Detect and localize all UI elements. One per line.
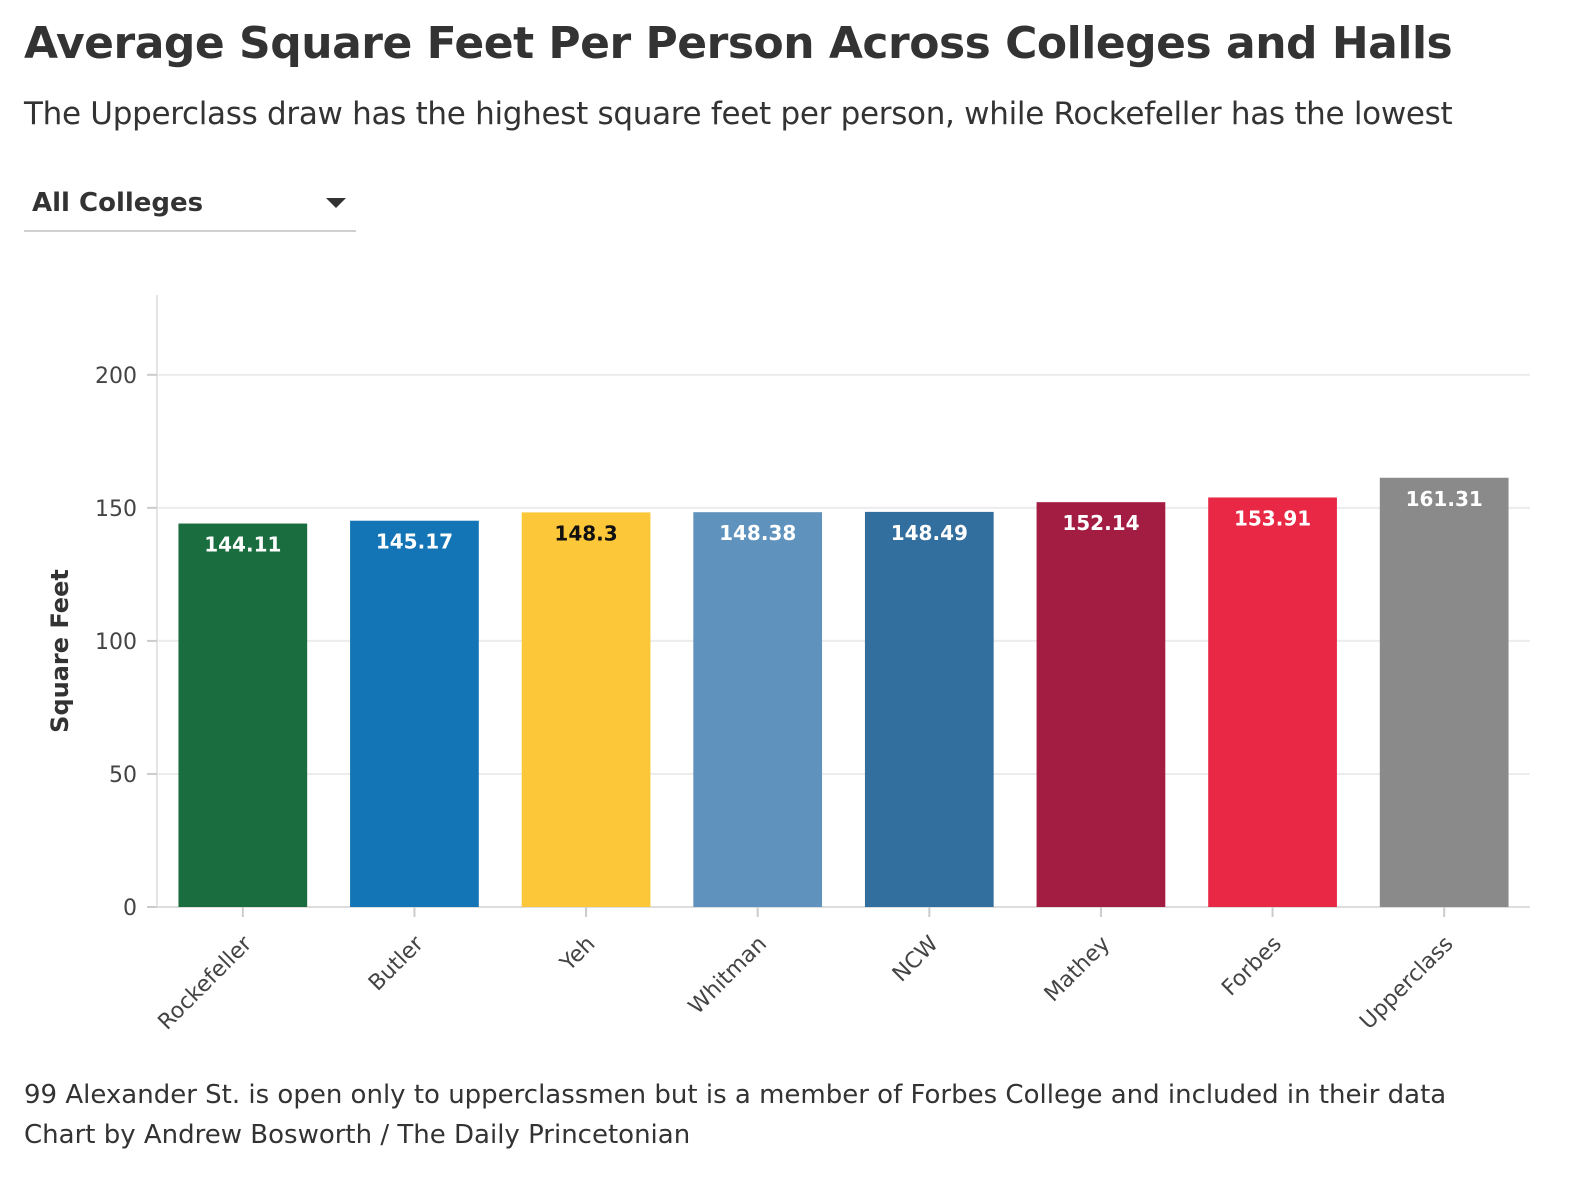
x-tick-label: Whitman (684, 932, 772, 1020)
bar-upperclass (1379, 477, 1509, 907)
y-tick-label: 200 (95, 364, 137, 389)
chart-credit: Chart by Andrew Bosworth / The Daily Pri… (24, 1120, 691, 1150)
x-tick-label: Rockefeller (154, 931, 258, 1035)
bar-yeh (521, 512, 651, 907)
x-tick-label: Yeh (555, 932, 600, 977)
bar-value-label: 148.38 (719, 521, 796, 545)
bar-value-label: 148.49 (891, 521, 968, 545)
chart-title: Average Square Feet Per Person Across Co… (24, 18, 1453, 69)
y-tick-label: 0 (123, 896, 137, 921)
x-tick-label: Butler (364, 931, 429, 996)
x-tick-label: Mathey (1040, 932, 1115, 1007)
bar-value-label: 152.14 (1062, 511, 1139, 535)
bar-rockefeller (178, 523, 308, 907)
bar-value-label: 153.91 (1234, 506, 1311, 530)
y-tick-label: 100 (95, 630, 137, 655)
x-tick-label: Forbes (1217, 932, 1287, 1002)
bar-value-label: 144.11 (204, 533, 281, 557)
x-tick-label: NCW (888, 931, 944, 987)
bars: 144.11 145.17 148.3 148.38 148.49 152.14 153.9… (178, 477, 1509, 907)
y-tick-label: 50 (109, 763, 137, 788)
bar-mathey (1036, 502, 1166, 907)
caret-down-icon (326, 198, 346, 208)
chart-subtitle: The Upperclass draw has the highest squa… (24, 96, 1453, 132)
bar-chart: 0 50 100 150 200 144.11 145.17 148.3 148.38 148.… (46, 295, 1530, 1035)
bar-value-label: 161.31 (1406, 487, 1483, 511)
bar-value-label: 148.3 (554, 521, 617, 545)
college-filter-selected: All Colleges (32, 188, 204, 218)
bar-butler (350, 520, 479, 907)
footnote: 99 Alexander St. is open only to uppercl… (24, 1080, 1447, 1110)
bar-ncw (864, 511, 994, 907)
bar-whitman (693, 512, 823, 907)
bar-forbes (1208, 497, 1337, 907)
x-tick-label: Upperclass (1355, 932, 1458, 1035)
x-axis: Rockefeller Butler Yeh Whitman NCW Mathey Forb… (154, 907, 1458, 1035)
y-tick-label: 150 (95, 497, 137, 522)
bar-value-label: 145.17 (376, 530, 453, 554)
y-axis-title: Square Feet (46, 569, 74, 733)
college-filter-dropdown[interactable]: All Colleges (24, 182, 356, 232)
y-axis: 0 50 100 150 200 (95, 295, 158, 921)
